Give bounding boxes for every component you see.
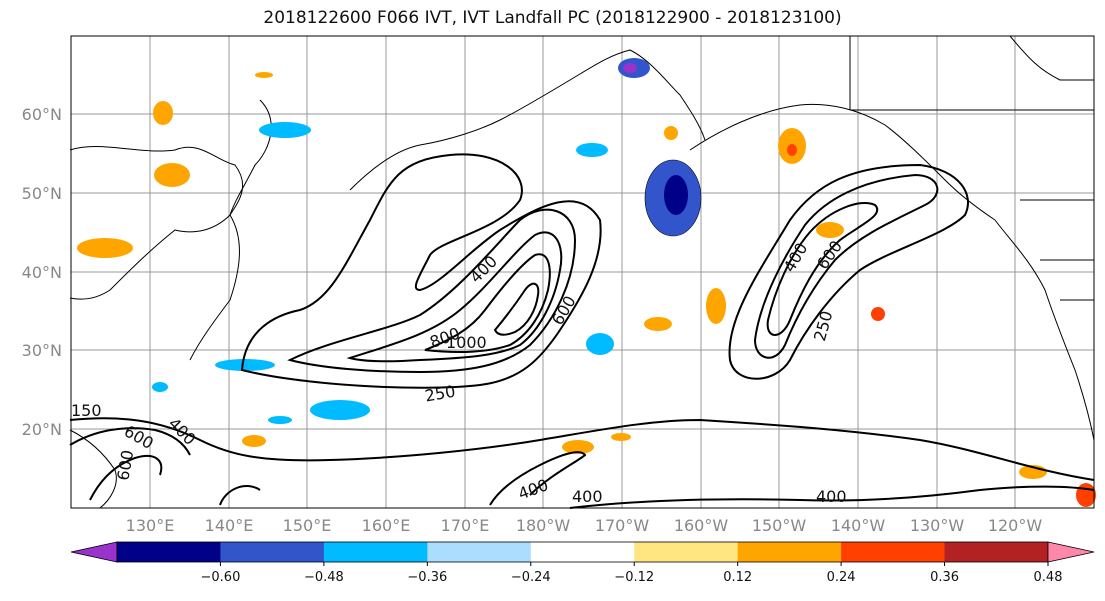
colorbar-tick-label: −0.12 [614, 570, 654, 585]
lon-label: 150°E [283, 516, 332, 535]
longitude-labels: 130°E 140°E 150°E 160°E 170°E 180°W 170°… [126, 516, 1043, 535]
colorbar-segment [530, 542, 635, 562]
colorbar-tick-label: −0.48 [304, 570, 344, 585]
colorbar-tick-label: 0.24 [827, 570, 856, 585]
colorbar-segment [323, 542, 428, 562]
colorbar-ticks: −0.60 −0.48 −0.36 −0.24 −0.12 0.12 0.24 0.36 0.4… [201, 562, 1063, 585]
latitude-labels: 60°N 50°N 40°N 30°N 20°N [22, 105, 62, 439]
coastlines [69, 35, 1095, 509]
lon-label: 130°W [910, 516, 965, 535]
ivt-contours [69, 153, 1095, 509]
contour-label: 400 [816, 487, 847, 506]
lat-label: 40°N [22, 263, 62, 282]
lon-label: 160°E [362, 516, 411, 535]
lat-label: 30°N [22, 341, 62, 360]
colorbar-tick-label: 0.48 [1034, 570, 1063, 585]
contour-label: 1000 [446, 333, 487, 352]
colorbar: −0.60 −0.48 −0.36 −0.24 −0.12 0.12 0.24 0.36 0.4… [70, 541, 1095, 585]
anomaly-patches [77, 58, 1096, 507]
colorbar-tick-label: −0.60 [201, 570, 241, 585]
lon-label: 170°E [441, 516, 490, 535]
colorbar-tick-label: 0.12 [723, 570, 752, 585]
colorbar-segment [117, 542, 221, 562]
lon-label: 180°W [516, 516, 571, 535]
lat-label: 60°N [22, 105, 62, 124]
colorbar-extend-right [1047, 541, 1095, 563]
colorbar-extend-left [70, 541, 118, 563]
map-frame [70, 35, 1095, 509]
colorbar-segment [841, 542, 946, 562]
contour-label: 150 [71, 401, 102, 420]
gridlines [71, 36, 1094, 508]
lon-label: 120°W [988, 516, 1043, 535]
colorbar-segment [944, 542, 1049, 562]
lon-label: 140°E [205, 516, 254, 535]
contour-label: 400 [572, 487, 603, 506]
map-title: 2018122600 F066 IVT, IVT Landfall PC (20… [263, 8, 842, 28]
colorbar-segments [116, 541, 1049, 563]
colorbar-segment [427, 542, 532, 562]
colorbar-tick-label: −0.24 [511, 570, 551, 585]
lat-label: 50°N [22, 184, 62, 203]
colorbar-tick-label: −0.36 [407, 570, 447, 585]
lon-label: 130°E [126, 516, 175, 535]
colorbar-tick-label: 0.36 [930, 570, 959, 585]
lat-label: 20°N [22, 420, 62, 439]
lon-label: 150°W [752, 516, 807, 535]
lon-label: 140°W [831, 516, 886, 535]
lon-label: 170°W [595, 516, 650, 535]
colorbar-segment [737, 542, 842, 562]
lon-label: 160°W [674, 516, 729, 535]
colorbar-segment [634, 542, 739, 562]
colorbar-segment [220, 542, 325, 562]
